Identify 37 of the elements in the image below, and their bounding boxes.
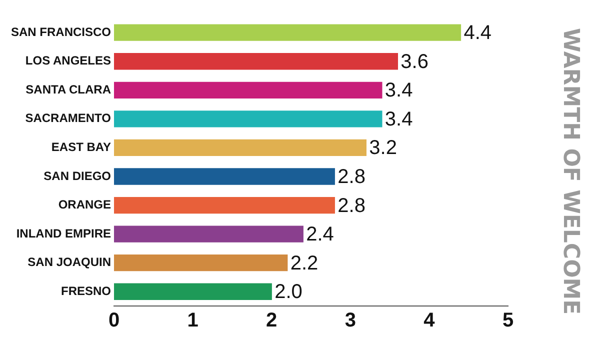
data-label: 2.8 [338,194,366,217]
bar [114,53,398,70]
data-label: 3.4 [384,108,413,130]
y-axis-title: WARMTH OF WELCOME [558,28,583,315]
y-tick-label: INLAND EMPIRE [16,226,111,240]
y-tick-label: SANTA CLARA [26,82,112,96]
x-tick-label: 0 [108,310,120,332]
x-tick-label: 5 [502,310,514,332]
y-tick-label: SAN JOAQUIN [28,255,111,270]
bar [114,24,462,41]
x-tick-label: 4 [424,310,436,332]
data-label: 3.4 [384,80,413,102]
data-label: 2.0 [274,281,302,304]
bar [114,283,272,300]
bar [114,254,288,272]
bar [114,168,335,185]
data-label: 2.2 [290,252,318,274]
y-tick-label: SAN DIEGO [44,168,111,183]
bar [114,82,382,98]
y-tick-label: ORANGE [58,198,111,212]
y-tick-label: FRESNO [60,284,111,298]
x-tick-label: 3 [344,310,356,332]
y-tick-label: SACRAMENTO [25,111,111,126]
data-label: 3.6 [400,50,428,73]
data-label: 2.8 [338,166,366,188]
y-tick-label: LOS ANGELES [25,54,111,68]
bar [114,110,382,128]
y-tick-label: EAST BAY [51,140,111,154]
y-tick-label: SAN FRANCISCO [10,24,111,39]
data-label: 4.4 [464,22,492,44]
data-label: 2.4 [306,224,334,246]
x-tick-label: 2 [266,310,278,332]
data-label: 3.2 [369,137,397,160]
bar [114,196,335,214]
bar [114,226,304,242]
x-tick-label: 1 [187,310,198,332]
bar [114,139,366,156]
